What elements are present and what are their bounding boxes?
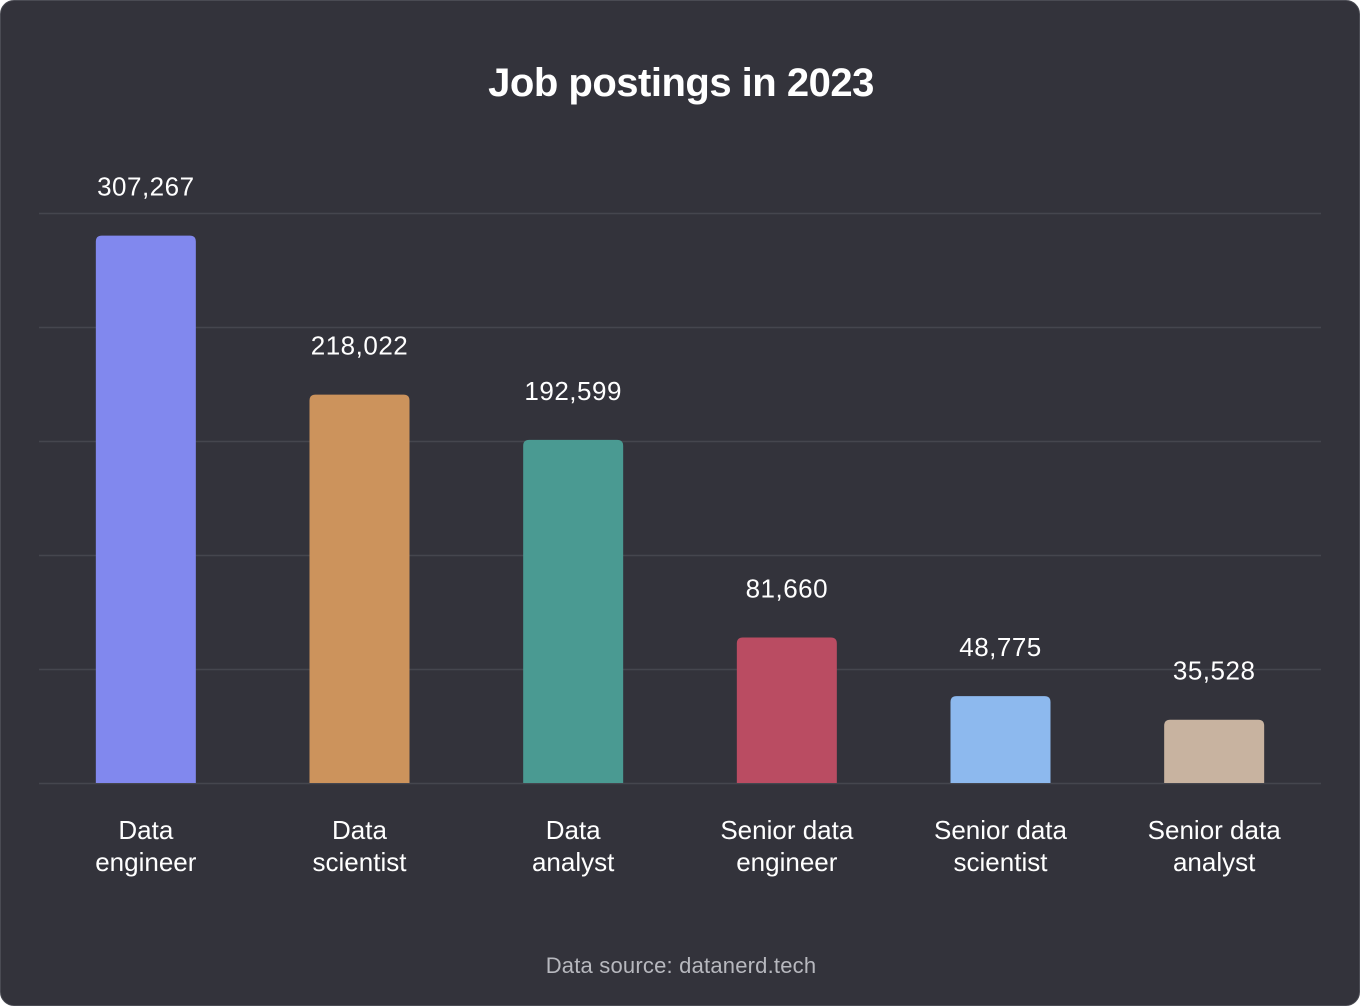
bar — [95, 235, 196, 783]
category-label: Data — [118, 815, 173, 845]
value-labels: 307,267 218,022 192,599 81,660 48,775 35,528 — [97, 172, 1255, 686]
bar — [950, 696, 1051, 783]
bar — [736, 637, 837, 783]
category-label: Senior data — [1148, 815, 1282, 845]
gridlines — [39, 212, 1321, 785]
category-label: scientist — [313, 847, 408, 877]
category-label: scientist — [954, 847, 1049, 877]
bar-value-label: 307,267 — [97, 172, 194, 202]
bar — [1164, 719, 1265, 783]
category-label: Senior data — [934, 815, 1068, 845]
chart-title: Job postings in 2023 — [488, 61, 874, 105]
bar-value-label: 81,660 — [746, 574, 829, 604]
category-label: Data — [332, 815, 387, 845]
category-label: analyst — [532, 847, 615, 877]
category-label: engineer — [95, 847, 197, 877]
bars — [95, 235, 1265, 783]
category-labels: DataengineerDatascientistDataanalystSeni… — [95, 815, 1281, 877]
data-source-note: Data source: datanerd.tech — [545, 953, 817, 978]
bar-value-label: 192,599 — [524, 376, 621, 406]
bar-value-label: 35,528 — [1173, 656, 1256, 686]
category-label: Data — [546, 815, 601, 845]
category-label: Senior data — [720, 815, 854, 845]
category-label: engineer — [736, 847, 838, 877]
bar-value-label: 218,022 — [311, 331, 408, 361]
category-label: analyst — [1173, 847, 1256, 877]
bar-value-label: 48,775 — [959, 632, 1042, 662]
bar — [523, 439, 624, 783]
bar — [309, 394, 410, 783]
